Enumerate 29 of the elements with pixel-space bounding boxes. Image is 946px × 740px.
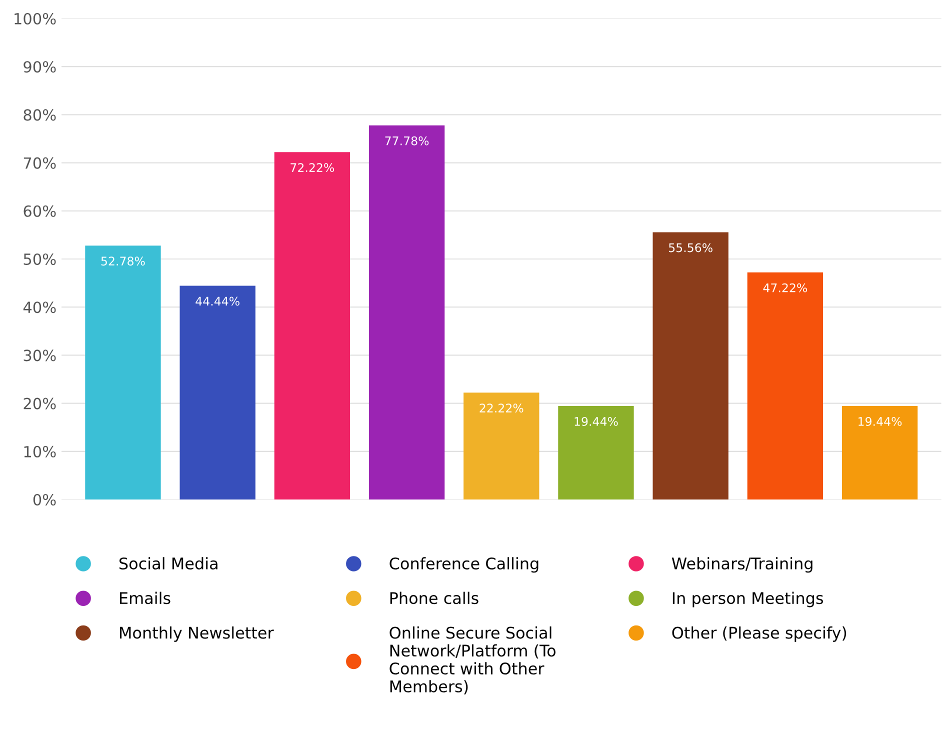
legend-label: Monthly Newsletter [120,626,274,642]
text: 55.56% [668,243,712,252]
y-tick-label: 0% [33,494,56,506]
y-tick-label: 10% [24,446,56,458]
text: 22.22% [480,404,524,413]
text: 19.44% [574,417,618,426]
text: 19.44% [858,417,902,426]
text: 72.22% [290,163,334,172]
y-tick-label: 50% [24,253,56,266]
text: 47.22% [763,283,808,292]
y-tick-label: 20% [24,398,56,410]
legend-label: Social Media [119,557,218,570]
text: 52.78% [101,256,145,266]
legend-label: Emails [120,592,170,604]
y-tick-label: 70% [24,157,56,169]
y-tick-label: 40% [23,302,56,314]
legend-label: In person Meetings [672,592,824,608]
legend-label: Other (Please specify) [672,626,846,642]
y-tick-label: 60% [24,205,56,217]
y-tick-label: 90% [24,61,56,73]
legend-label: Conference Calling [390,557,538,573]
text: 77.78% [385,136,429,146]
text: 44.44% [196,296,240,306]
legend-label: Webinars/Training [672,557,812,573]
legend-label: Phone calls [390,592,478,604]
legend-label: Online Secure Social Network/Platform (To Connect with Other Members) [390,626,556,694]
y-tick-label: 100% [14,12,56,25]
y-tick-label: 30% [24,350,56,362]
y-tick-label: 80% [24,109,56,121]
